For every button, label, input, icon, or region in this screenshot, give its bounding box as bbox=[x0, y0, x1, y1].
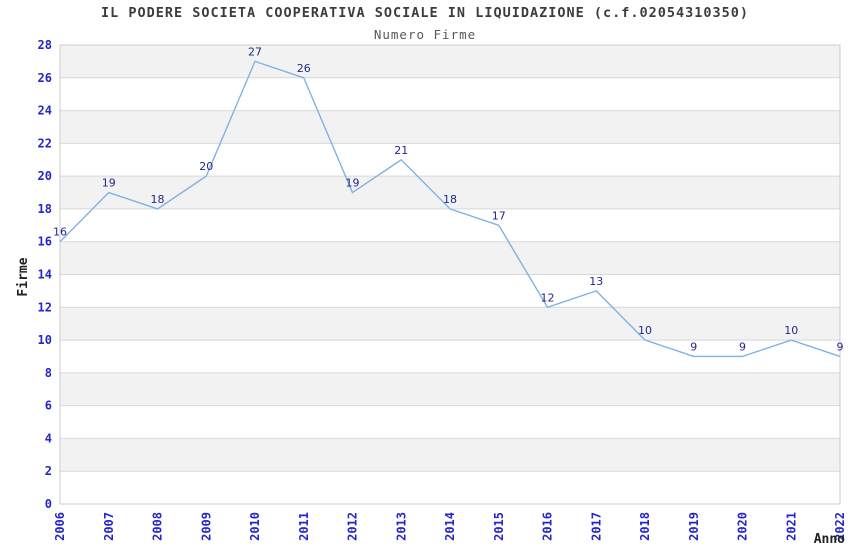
point-label: 9 bbox=[739, 340, 746, 353]
point-labels: 16 19 18 20 27 26 19 21 18 17 12 13 10 9 9 10 9 bbox=[53, 45, 844, 353]
point-label: 9 bbox=[837, 340, 844, 353]
x-tick-label: 2014 bbox=[443, 512, 457, 541]
point-label: 20 bbox=[199, 160, 213, 173]
point-label: 13 bbox=[589, 275, 603, 288]
y-tick-label: 4 bbox=[45, 431, 52, 445]
y-tick-label: 24 bbox=[38, 104, 52, 118]
x-tick-label: 2012 bbox=[346, 512, 360, 541]
point-label: 16 bbox=[53, 226, 67, 239]
y-tick-label: 6 bbox=[45, 399, 52, 413]
y-tick-label: 0 bbox=[45, 497, 52, 511]
x-tick-label: 2021 bbox=[784, 512, 798, 541]
x-axis-label: Anno bbox=[814, 532, 845, 547]
plot-band bbox=[60, 110, 840, 144]
x-tick-label: 2013 bbox=[394, 512, 408, 541]
x-tick-label: 2011 bbox=[297, 512, 311, 541]
y-tick-label: 10 bbox=[38, 333, 52, 347]
chart-title: IL PODERE SOCIETA COOPERATIVA SOCIALE IN… bbox=[101, 5, 749, 21]
x-tick-label: 2010 bbox=[248, 512, 262, 541]
point-label: 12 bbox=[541, 291, 555, 304]
y-axis-label: Firme bbox=[16, 257, 31, 296]
data-line bbox=[59, 60, 841, 358]
x-axis-ticks: 2006 2007 2008 2009 2010 2011 2012 2013 2014 2015… bbox=[53, 512, 847, 541]
point-label: 26 bbox=[297, 62, 311, 75]
x-tick-label: 2015 bbox=[492, 512, 506, 541]
y-tick-label: 20 bbox=[38, 169, 52, 183]
x-tick-label: 2009 bbox=[199, 512, 213, 541]
x-tick-label: 2007 bbox=[102, 512, 116, 541]
plot-band bbox=[60, 45, 840, 78]
point-label: 18 bbox=[151, 193, 165, 206]
plot-band bbox=[60, 176, 840, 209]
point-label: 19 bbox=[102, 177, 116, 190]
gridlines bbox=[60, 77, 840, 472]
plot-band bbox=[60, 438, 840, 472]
x-tick-label: 2006 bbox=[53, 512, 67, 541]
point-label: 17 bbox=[492, 209, 506, 222]
point-label: 21 bbox=[394, 144, 408, 157]
y-tick-label: 18 bbox=[38, 202, 52, 216]
plot-border bbox=[59, 44, 841, 505]
point-label: 18 bbox=[443, 193, 457, 206]
x-tick-label: 2022 bbox=[833, 512, 847, 541]
plot-band bbox=[60, 372, 840, 406]
plot-bands bbox=[60, 45, 840, 472]
y-tick-label: 22 bbox=[38, 136, 52, 150]
x-tick-label: 2018 bbox=[638, 512, 652, 541]
x-tick-label: 2019 bbox=[687, 512, 701, 541]
y-tick-label: 16 bbox=[38, 235, 52, 249]
y-tick-label: 12 bbox=[38, 300, 52, 314]
x-tick-label: 2016 bbox=[541, 512, 555, 541]
x-tick-label: 2020 bbox=[736, 512, 750, 541]
y-tick-label: 26 bbox=[38, 71, 52, 85]
y-tick-label: 28 bbox=[38, 38, 52, 52]
y-tick-label: 14 bbox=[38, 268, 52, 282]
point-label: 19 bbox=[346, 177, 360, 190]
y-tick-label: 2 bbox=[45, 464, 52, 478]
point-label: 10 bbox=[784, 324, 798, 337]
point-label: 9 bbox=[690, 340, 697, 353]
x-tick-label: 2008 bbox=[151, 512, 165, 541]
plot-band bbox=[60, 241, 840, 275]
point-label: 10 bbox=[638, 324, 652, 337]
x-tick-label: 2017 bbox=[589, 512, 603, 541]
plot-band bbox=[60, 307, 840, 341]
chart-subtitle: Numero Firme bbox=[374, 27, 476, 42]
y-tick-label: 8 bbox=[45, 366, 52, 380]
point-label: 27 bbox=[248, 45, 262, 58]
